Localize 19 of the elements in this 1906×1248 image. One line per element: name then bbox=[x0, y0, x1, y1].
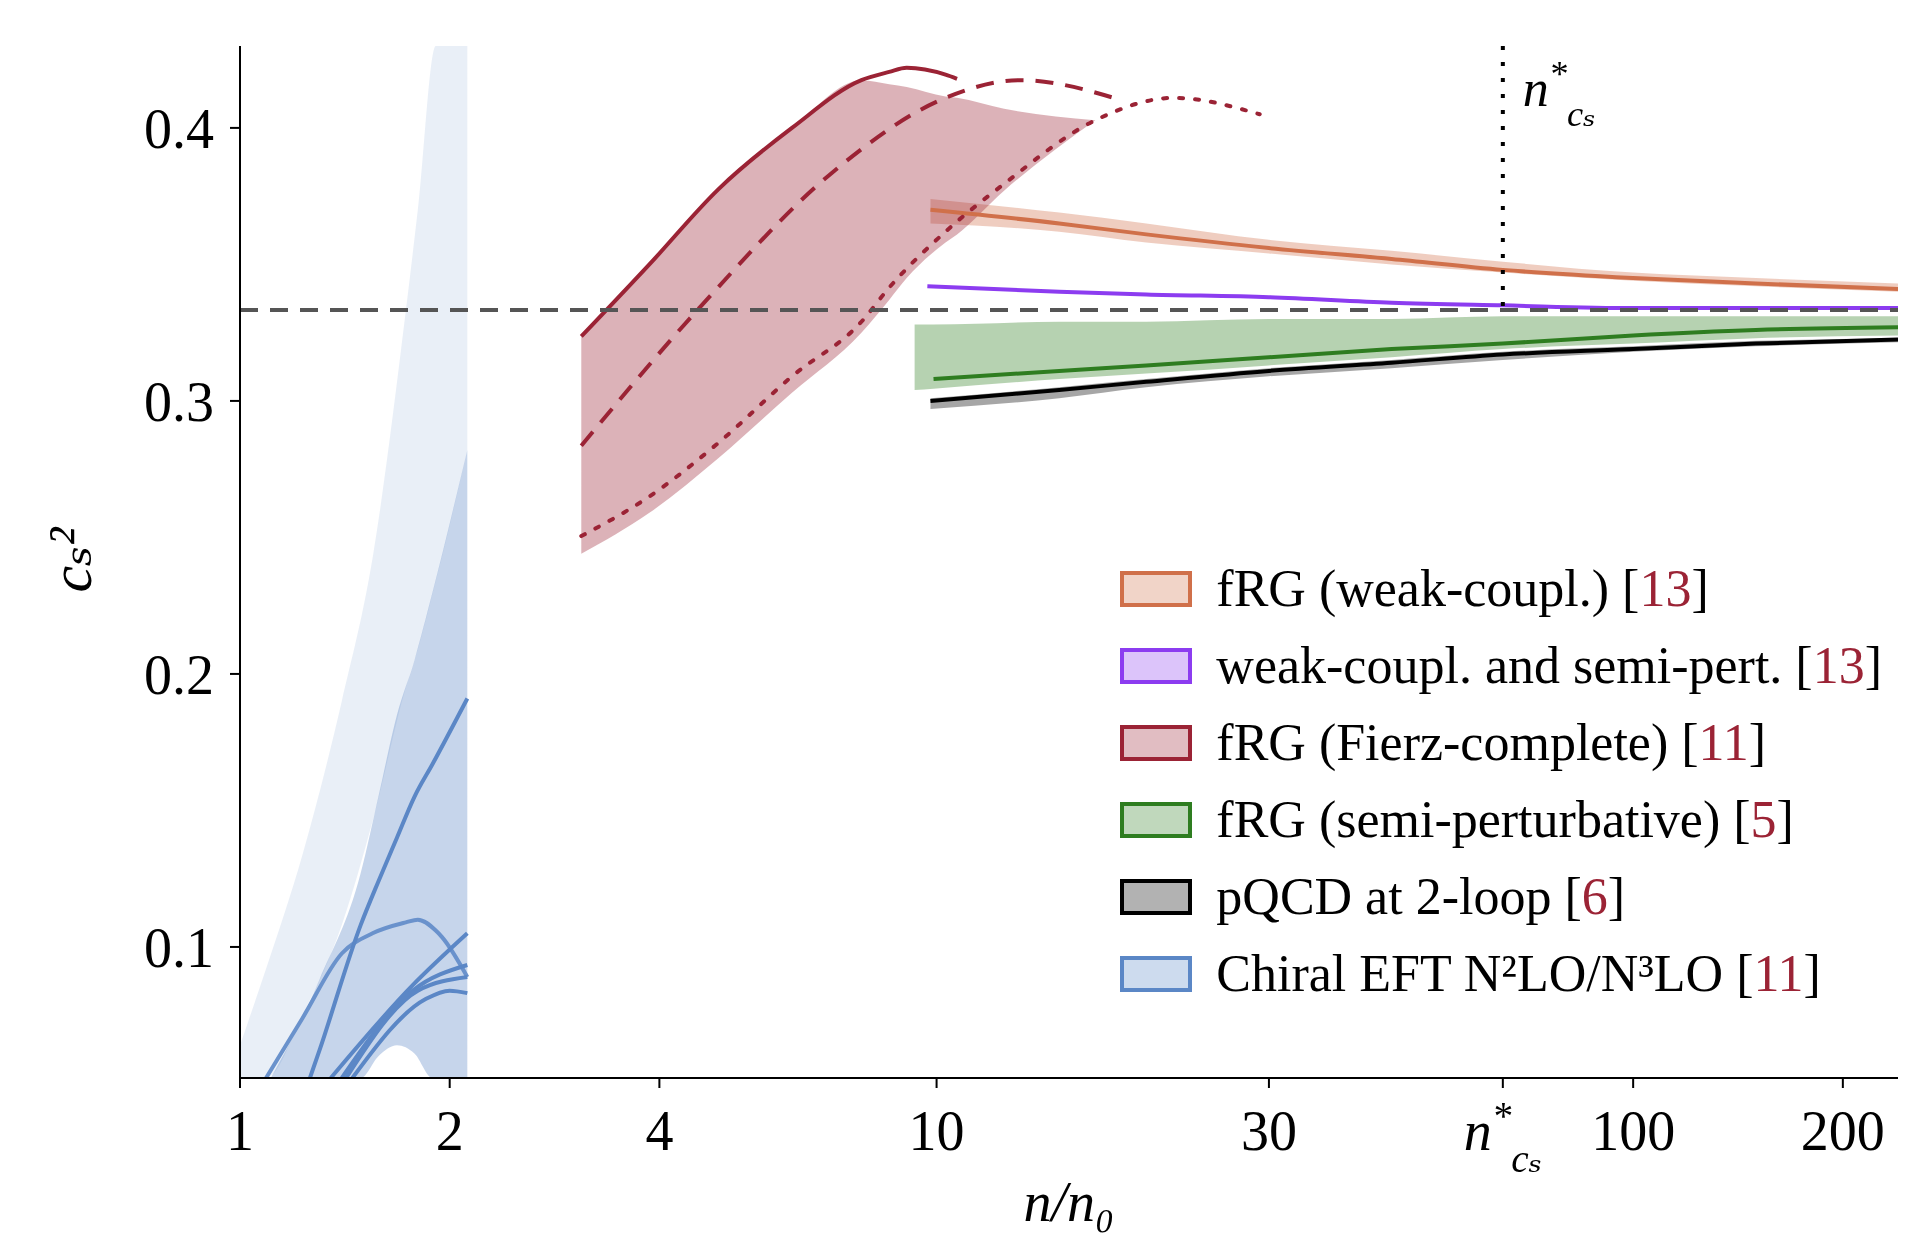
x-tick-label: 1 bbox=[226, 1100, 254, 1162]
legend-label: fRG (weak-coupl.) [13] bbox=[1216, 559, 1709, 619]
legend-label: pQCD at 2-loop [6] bbox=[1216, 867, 1626, 927]
legend-label: fRG (semi-perturbative) [5] bbox=[1216, 790, 1794, 850]
x-axis-title: n/n₀ bbox=[1023, 1171, 1115, 1233]
legend-label: weak-coupl. and semi-pert. [13] bbox=[1216, 636, 1882, 696]
x-tick-label: 10 bbox=[908, 1100, 965, 1162]
x-tick-label: 4 bbox=[645, 1100, 674, 1162]
y-axis-title: cₛ² bbox=[36, 527, 105, 593]
y-tick-label: 0.1 bbox=[144, 916, 214, 979]
y-tick-label: 0.4 bbox=[144, 97, 214, 160]
x-tick-label: 200 bbox=[1800, 1100, 1885, 1162]
y-tick-label: 0.3 bbox=[144, 370, 214, 433]
x-tick-label: 100 bbox=[1591, 1100, 1676, 1162]
legend-label: Chiral EFT N²LO/N³LO [11] bbox=[1216, 944, 1821, 1004]
legend-label: fRG (Fierz-complete) [11] bbox=[1216, 713, 1766, 773]
x-tick-label: 2 bbox=[435, 1100, 464, 1162]
y-tick-label: 0.2 bbox=[144, 643, 214, 706]
x-tick-label: 30 bbox=[1240, 1100, 1297, 1162]
